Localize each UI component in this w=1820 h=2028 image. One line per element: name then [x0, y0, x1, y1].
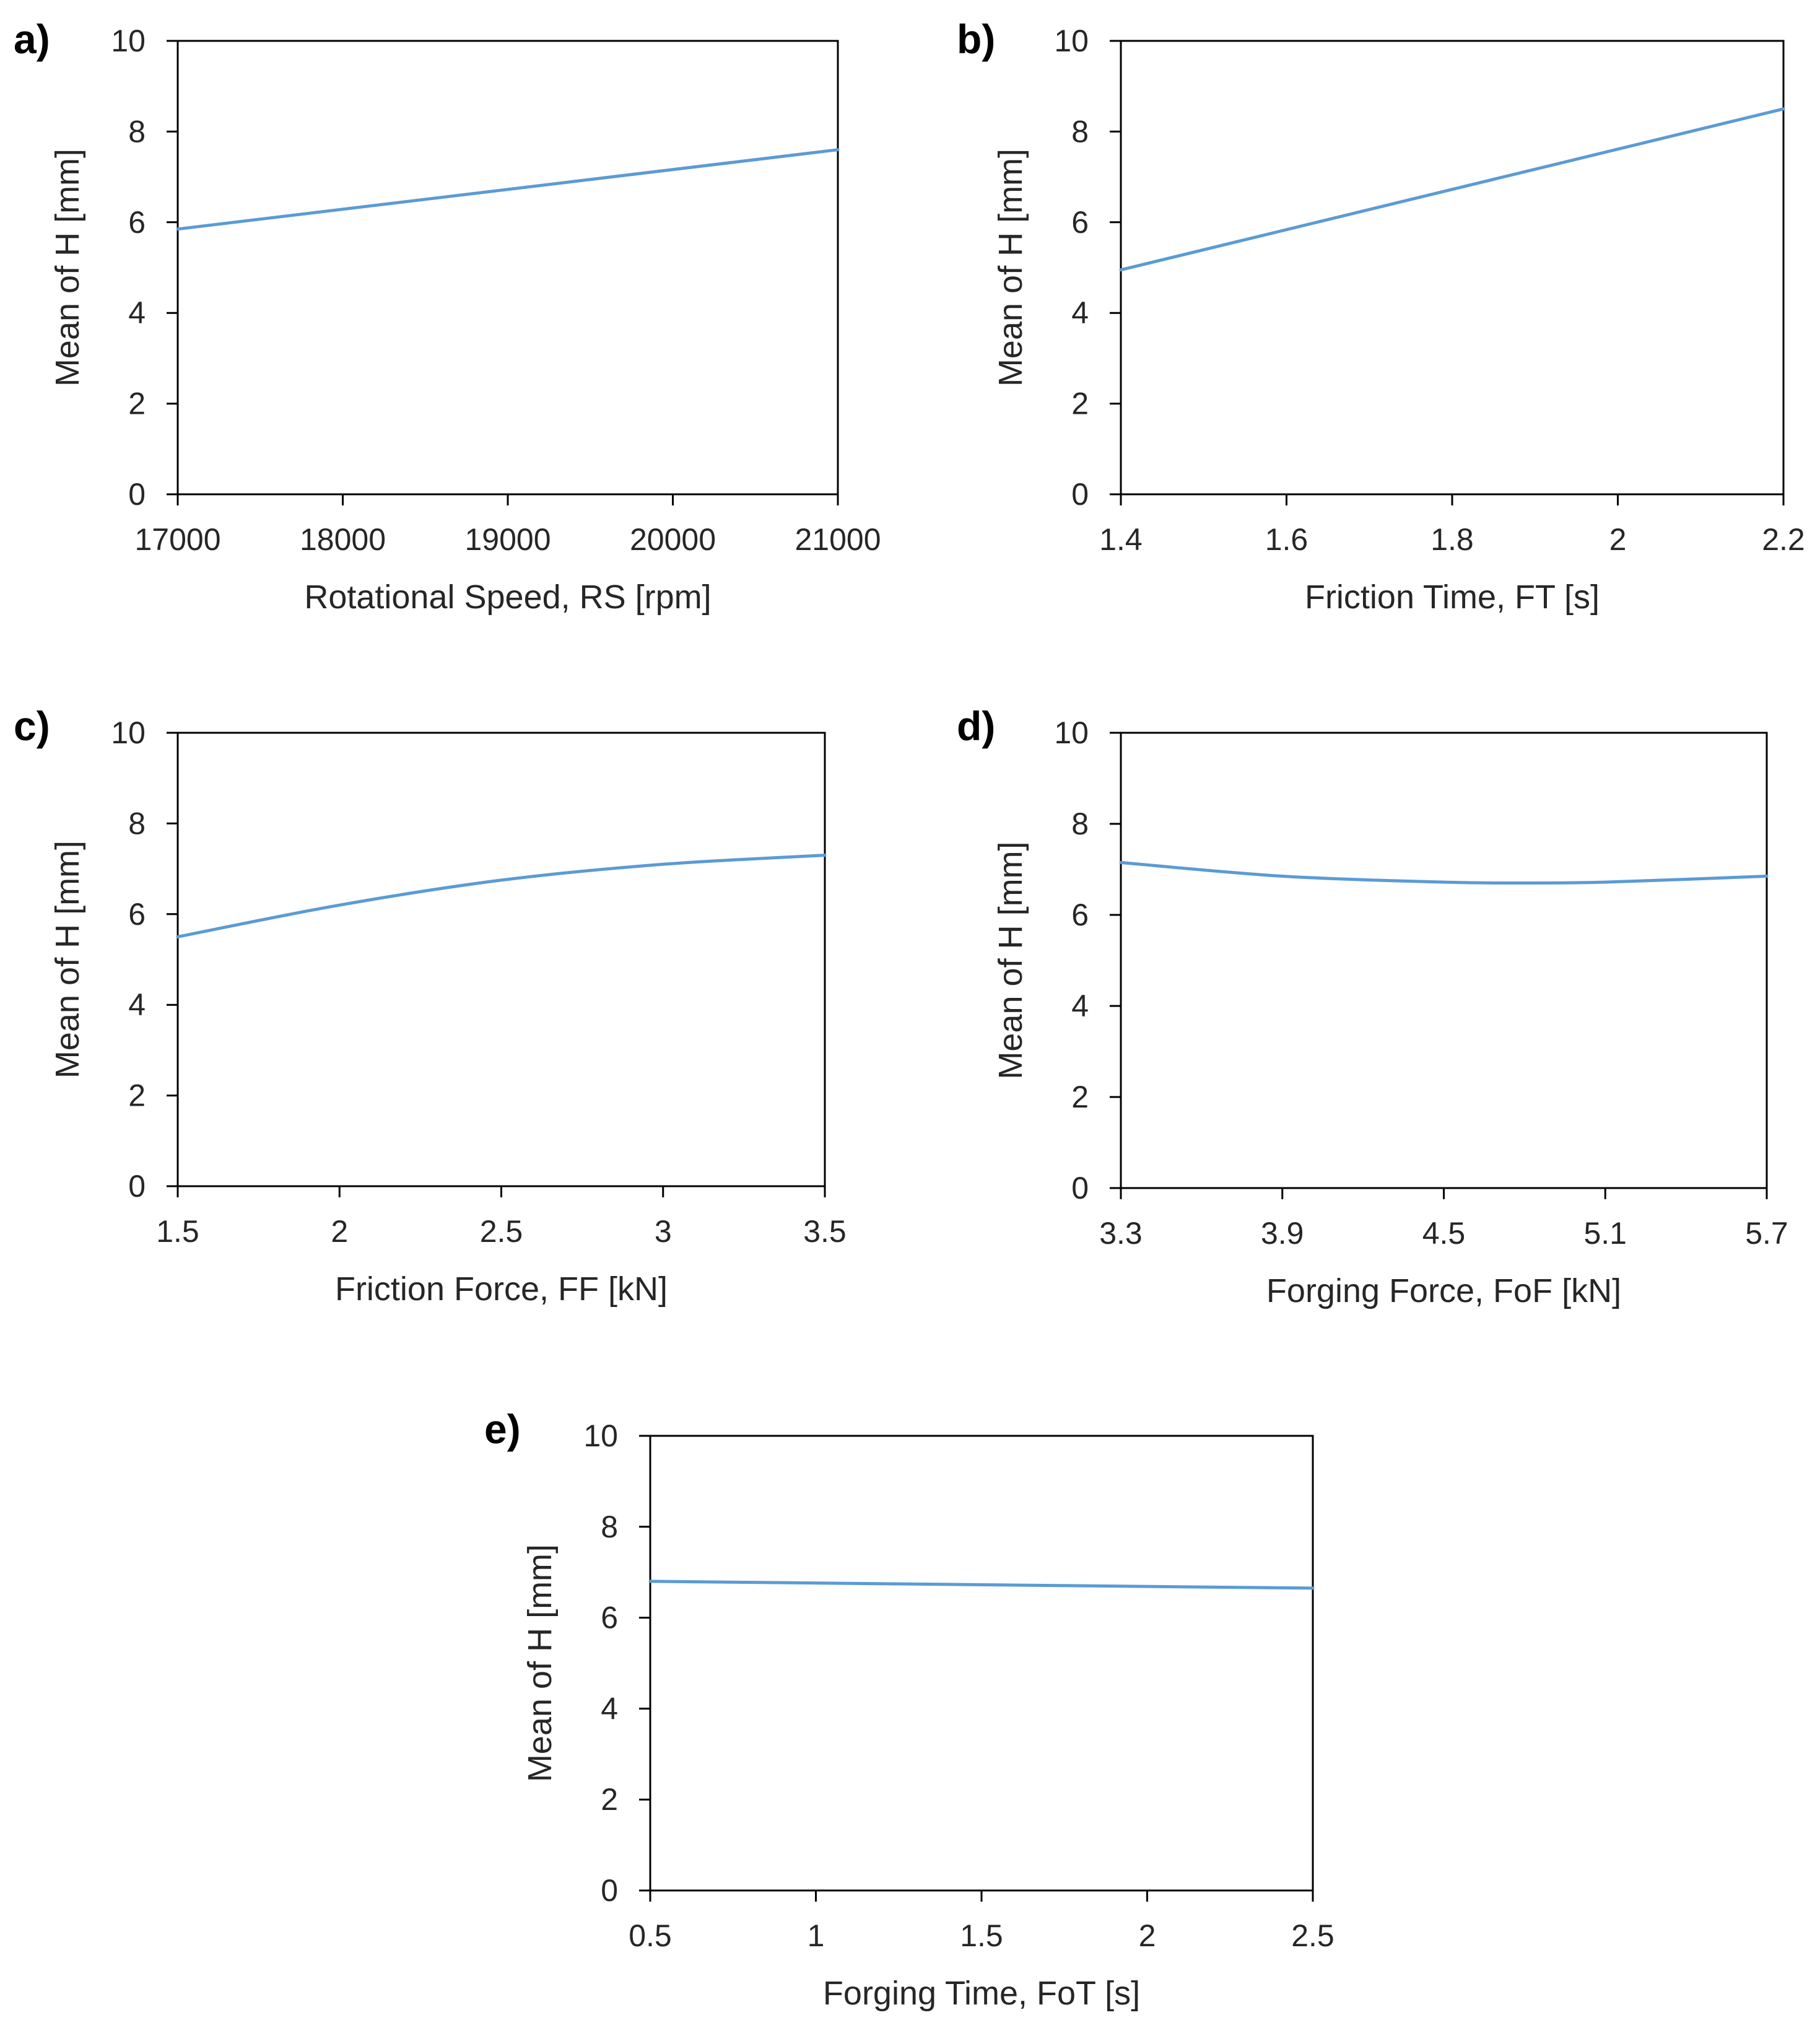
panel-a-y-axis-title: Mean of H [mm]: [49, 149, 86, 387]
panel-b-y-axis-title: Mean of H [mm]: [992, 149, 1029, 387]
panel-e-series-line: [648, 1580, 1315, 1590]
panel-a-y-tick-label: 0: [128, 477, 146, 512]
panel-b-x-tick-label: 1.8: [1430, 522, 1474, 557]
panel-d-y-axis-title: Mean of H [mm]: [992, 841, 1029, 1079]
panel-c-x-axis-title: Friction Force, FF [kN]: [335, 1270, 668, 1308]
panel-c-x-tick-label: 3: [655, 1214, 672, 1249]
panel-b-y-tick-label: 0: [1071, 477, 1089, 512]
panel-e-y-tick-label: 10: [583, 1418, 618, 1453]
panel-d-y-tick-label: 10: [1054, 715, 1089, 750]
panel-e-x-tick-label: 0.5: [629, 1918, 672, 1953]
panel-c-series-line: [176, 854, 827, 938]
panel-b-series-line: [1119, 107, 1785, 272]
panel-c-plot-frame: [176, 732, 826, 1187]
panel-e-y-tick-label: 2: [601, 1782, 618, 1817]
panel-c-x-tick-label: 2: [331, 1214, 348, 1249]
panel-d-x-tick-label: 4.5: [1422, 1216, 1466, 1251]
panel-e: 0 2 4 6 8 10 0.5 1 1.5 2 2.5 Forging Time, FoT [s] M…: [484, 1406, 1335, 2012]
panel-a-x-tick-label: 18000: [300, 522, 386, 557]
panel-d-label: d): [957, 703, 995, 749]
panel-a-x-tick-label: 19000: [464, 522, 551, 557]
panel-d-y-tick-label: 2: [1071, 1080, 1089, 1114]
panel-e-y-tick-label: 6: [601, 1601, 618, 1635]
panel-d-y-tick-label: 6: [1071, 898, 1089, 932]
panel-d-y-tick-label: 4: [1071, 989, 1089, 1023]
panel-d-x-tick-label: 3.9: [1261, 1216, 1304, 1251]
panel-c-y-tick-label: 2: [128, 1078, 146, 1113]
panel-d: 0 2 4 6 8 10 3.3 3.9 4.5 5.1 5.7 Forging Force, FoF…: [957, 703, 1788, 1309]
panel-d-series-line: [1119, 861, 1769, 885]
panel-b-y-tick-label: 2: [1071, 387, 1089, 421]
panel-b-x-tick-label: 2.2: [1762, 522, 1805, 557]
panel-c-label: c): [14, 703, 50, 749]
panel-a-label: a): [14, 16, 50, 62]
panel-a-x-tick-label: 20000: [630, 522, 716, 557]
panel-e-y-tick-label: 4: [601, 1691, 618, 1726]
panel-d-y-tick-label: 8: [1071, 806, 1089, 841]
panel-c-y-tick-label: 4: [128, 987, 146, 1022]
panel-a-x-tick-label: 17000: [134, 522, 220, 557]
panel-d-x-tick-label: 5.7: [1745, 1216, 1788, 1251]
panel-c-x-tick-label: 3.5: [803, 1214, 847, 1249]
panel-b-x-tick-label: 2: [1609, 522, 1627, 557]
panel-a-series-line: [176, 148, 840, 231]
panel-e-x-axis-title: Forging Time, FoT [s]: [823, 1975, 1140, 2012]
panel-a-y-tick-label: 4: [128, 295, 146, 330]
panel-b-y-tick-label: 6: [1071, 205, 1089, 240]
panel-a-y-tick-label: 2: [128, 387, 146, 421]
panel-c-y-tick-label: 0: [128, 1169, 146, 1204]
panel-b-x-tick-label: 1.4: [1099, 522, 1143, 557]
panel-a-plot-frame: [176, 40, 839, 496]
panel-d-x-tick-label: 5.1: [1583, 1216, 1627, 1251]
panel-c-y-tick-label: 10: [111, 715, 146, 750]
panel-a-x-tick-label: 21000: [795, 522, 881, 557]
panel-e-y-tick-label: 8: [601, 1510, 618, 1544]
panel-e-x-tick-label: 2: [1139, 1918, 1156, 1953]
panel-a-y-tick-label: 10: [111, 24, 146, 58]
panel-c-x-tick-label: 1.5: [156, 1214, 199, 1249]
panel-d-plot-frame: [1120, 732, 1768, 1189]
panel-c-y-tick-label: 8: [128, 806, 146, 841]
panel-b: 0 2 4 6 8 10 1.4 1.6 1.8 2 2.2 Friction Time, FT [s…: [957, 16, 1805, 616]
panel-d-x-tick-label: 3.3: [1099, 1216, 1143, 1251]
panel-c-y-tick-label: 6: [128, 897, 146, 932]
panel-b-x-tick-label: 1.6: [1265, 522, 1308, 557]
panel-b-label: b): [957, 16, 995, 62]
panel-a-y-tick-label: 6: [128, 205, 146, 240]
panel-c-x-tick-label: 2.5: [480, 1214, 523, 1249]
panel-e-plot-frame: [649, 1435, 1314, 1892]
panel-b-y-tick-label: 8: [1071, 114, 1089, 149]
panel-e-label: e): [484, 1406, 521, 1452]
panel-e-x-tick-label: 1.5: [960, 1918, 1003, 1953]
panel-b-y-tick-label: 10: [1054, 24, 1089, 58]
panel-e-x-tick-label: 1: [808, 1918, 825, 1953]
panel-c-y-axis-title: Mean of H [mm]: [49, 841, 86, 1078]
panel-b-plot-frame: [1120, 40, 1785, 496]
panel-a: 0 2 4 6 8 10 17000 18000 19000 20000 21000 Rotation…: [14, 16, 881, 616]
panel-c: 0 2 4 6 8 10 1.5 2 2.5 3 3.5 Friction Force, FF [kN…: [14, 703, 847, 1308]
panel-b-y-tick-label: 4: [1071, 295, 1089, 330]
panel-e-x-tick-label: 2.5: [1291, 1918, 1335, 1953]
panel-d-y-tick-label: 0: [1071, 1171, 1089, 1205]
panel-a-y-tick-label: 8: [128, 114, 146, 149]
panel-d-x-axis-title: Forging Force, FoF [kN]: [1266, 1272, 1621, 1309]
panel-b-x-axis-title: Friction Time, FT [s]: [1305, 579, 1600, 616]
panel-e-y-axis-title: Mean of H [mm]: [521, 1544, 559, 1782]
panel-a-x-axis-title: Rotational Speed, RS [rpm]: [304, 579, 711, 616]
panel-e-y-tick-label: 0: [601, 1873, 618, 1908]
